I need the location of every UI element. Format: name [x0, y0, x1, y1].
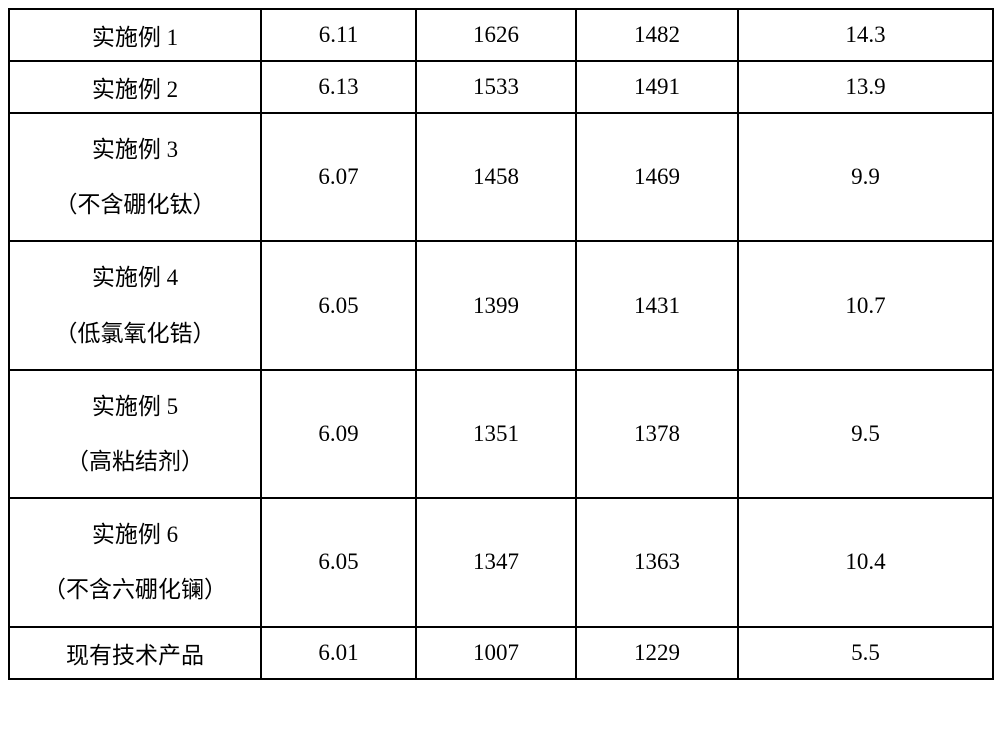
cell-text: 6.01 [318, 640, 358, 665]
cell-value: 1533 [416, 61, 576, 113]
cell-value: 1007 [416, 627, 576, 679]
cell-text: 1469 [634, 164, 680, 189]
cell-value: 1399 [416, 241, 576, 369]
cell-value: 1378 [576, 370, 738, 498]
cell-value: 1491 [576, 61, 738, 113]
cell-value: 1351 [416, 370, 576, 498]
cell-text: 9.9 [851, 164, 880, 189]
cell-value: 6.05 [261, 498, 416, 626]
cell-text: 实施例 2 [92, 77, 178, 102]
cell-value: 9.5 [738, 370, 993, 498]
cell-value: 1626 [416, 9, 576, 61]
cell-text-main: 实施例 6 [92, 522, 178, 547]
cell-value: 1363 [576, 498, 738, 626]
cell-text: 1431 [634, 293, 680, 318]
table-row: 实施例 5 （高粘结剂） 6.09 1351 1378 9.5 [9, 370, 993, 498]
cell-text: 10.4 [845, 549, 885, 574]
cell-text-sub: （不含硼化钛） [55, 192, 216, 217]
cell-text: 1363 [634, 549, 680, 574]
cell-text: 1482 [634, 22, 680, 47]
cell-value: 1229 [576, 627, 738, 679]
cell-text: 5.5 [851, 640, 880, 665]
cell-label: 实施例 4 （低氯氧化锆） [9, 241, 261, 369]
table-row: 实施例 1 6.11 1626 1482 14.3 [9, 9, 993, 61]
cell-text: 9.5 [851, 421, 880, 446]
cell-text: 1347 [473, 549, 519, 574]
cell-text: 实施例 1 [92, 25, 178, 50]
cell-value: 6.11 [261, 9, 416, 61]
cell-text: 1399 [473, 293, 519, 318]
cell-text: 1533 [473, 74, 519, 99]
cell-text: 6.11 [319, 22, 358, 47]
cell-value: 14.3 [738, 9, 993, 61]
cell-value: 6.09 [261, 370, 416, 498]
cell-value: 1431 [576, 241, 738, 369]
table-row: 实施例 3 （不含硼化钛） 6.07 1458 1469 9.9 [9, 113, 993, 241]
cell-value: 1458 [416, 113, 576, 241]
cell-text-sub: （低氯氧化锆） [55, 321, 216, 346]
cell-text: 1351 [473, 421, 519, 446]
cell-text: 1007 [473, 640, 519, 665]
cell-text: 6.07 [318, 164, 358, 189]
cell-label: 现有技术产品 [9, 627, 261, 679]
cell-value: 5.5 [738, 627, 993, 679]
cell-text: 10.7 [845, 293, 885, 318]
table-row: 实施例 6 （不含六硼化镧） 6.05 1347 1363 10.4 [9, 498, 993, 626]
cell-text: 1458 [473, 164, 519, 189]
cell-label: 实施例 1 [9, 9, 261, 61]
cell-value: 1347 [416, 498, 576, 626]
cell-value: 1482 [576, 9, 738, 61]
cell-text-sub: （高粘结剂） [66, 449, 204, 474]
cell-value: 6.07 [261, 113, 416, 241]
cell-value: 6.05 [261, 241, 416, 369]
cell-text: 13.9 [845, 74, 885, 99]
table-row: 实施例 2 6.13 1533 1491 13.9 [9, 61, 993, 113]
cell-text: 1491 [634, 74, 680, 99]
cell-value: 10.7 [738, 241, 993, 369]
cell-text-main: 实施例 4 [92, 265, 178, 290]
cell-value: 6.13 [261, 61, 416, 113]
cell-text-main: 实施例 3 [92, 137, 178, 162]
cell-text-main: 实施例 5 [92, 394, 178, 419]
cell-label: 实施例 2 [9, 61, 261, 113]
cell-text: 1378 [634, 421, 680, 446]
cell-text: 14.3 [845, 22, 885, 47]
table-body: 实施例 1 6.11 1626 1482 14.3 实施例 2 6.13 153… [9, 9, 993, 679]
cell-value: 6.01 [261, 627, 416, 679]
cell-text-sub: （不含六硼化镧） [43, 577, 227, 602]
cell-label: 实施例 5 （高粘结剂） [9, 370, 261, 498]
cell-value: 10.4 [738, 498, 993, 626]
cell-text: 6.05 [318, 293, 358, 318]
data-table: 实施例 1 6.11 1626 1482 14.3 实施例 2 6.13 153… [8, 8, 994, 680]
cell-text: 6.05 [318, 549, 358, 574]
table-row: 实施例 4 （低氯氧化锆） 6.05 1399 1431 10.7 [9, 241, 993, 369]
cell-text: 1626 [473, 22, 519, 47]
cell-label: 实施例 3 （不含硼化钛） [9, 113, 261, 241]
table-row: 现有技术产品 6.01 1007 1229 5.5 [9, 627, 993, 679]
cell-value: 1469 [576, 113, 738, 241]
cell-text: 现有技术产品 [66, 643, 204, 668]
cell-value: 13.9 [738, 61, 993, 113]
cell-text: 6.13 [318, 74, 358, 99]
cell-label: 实施例 6 （不含六硼化镧） [9, 498, 261, 626]
cell-text: 6.09 [318, 421, 358, 446]
cell-text: 1229 [634, 640, 680, 665]
cell-value: 9.9 [738, 113, 993, 241]
